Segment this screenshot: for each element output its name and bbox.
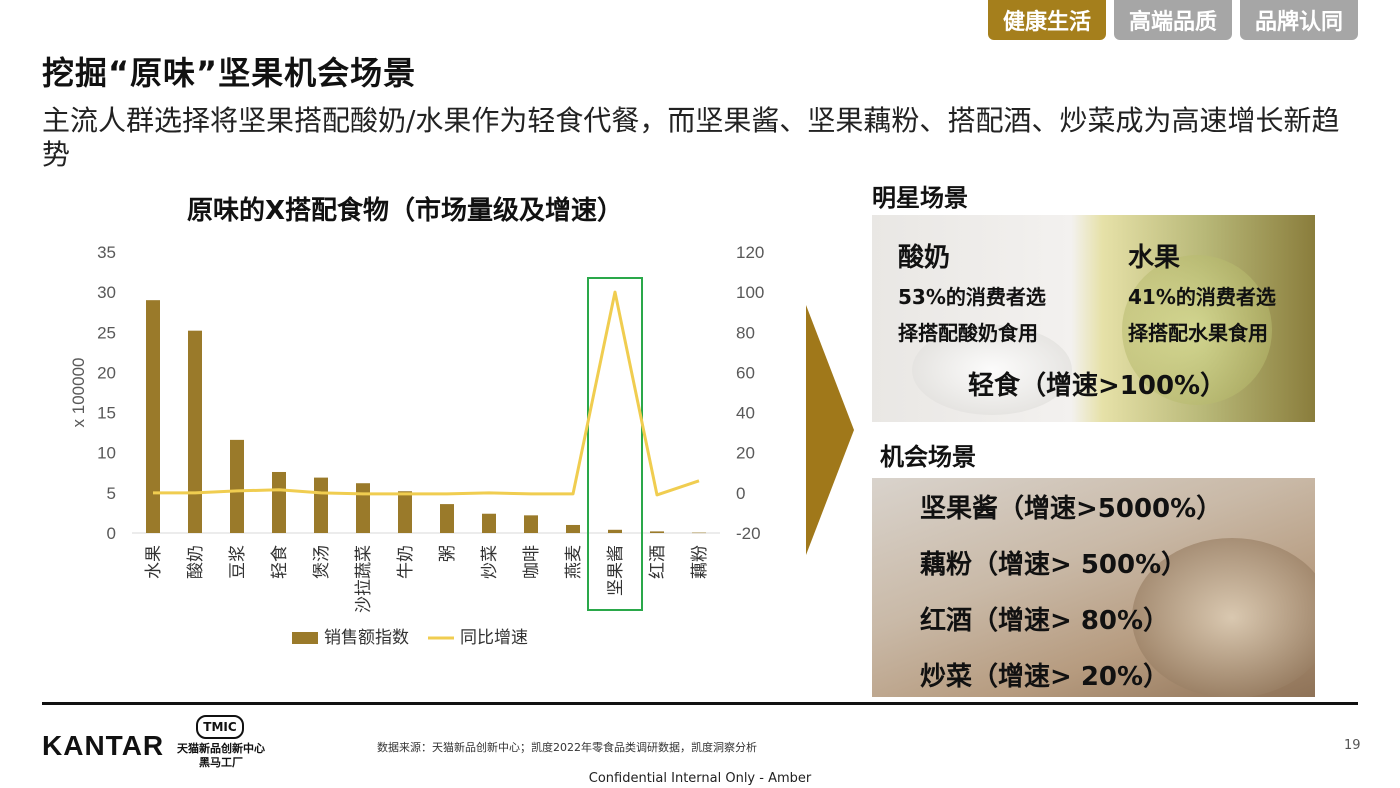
x-tick-label: 水果 bbox=[144, 545, 164, 579]
page-subtitle: 主流人群选择将坚果搭配酸奶/水果作为轻食代餐，而坚果酱、坚果藕粉、搭配酒、炒菜成… bbox=[42, 104, 1340, 171]
bar bbox=[524, 515, 538, 533]
kantar-logo: KANTAR bbox=[42, 730, 165, 761]
x-tick-label: 沙拉蔬菜 bbox=[354, 545, 374, 613]
x-tick-label: 红酒 bbox=[648, 545, 668, 579]
y-tick-label: 10 bbox=[97, 444, 116, 463]
tmic-name: 天猫新品创新中心 黑马工厂 bbox=[175, 742, 267, 770]
bar bbox=[440, 504, 454, 533]
bar bbox=[146, 300, 160, 533]
tab-premium-quality[interactable]: 高端品质 bbox=[1114, 0, 1232, 40]
combo-chart: 35 30 25 20 15 10 5 0 120 100 80 60 40 20 0 -20 x 100000… bbox=[69, 243, 764, 648]
opportunity-scene-panel: 坚果酱（增速>5000%） 藕粉（增速> 500%） 红酒（增速> 80%） 炒… bbox=[872, 478, 1315, 697]
fruit-label: 水果 bbox=[1128, 243, 1181, 273]
opportunity-item-nut-butter: 坚果酱（增速>5000%） bbox=[920, 494, 1223, 524]
bar bbox=[188, 330, 202, 533]
y2-tick-label: -20 bbox=[736, 524, 761, 543]
y-axis-label: x 100000 bbox=[69, 358, 88, 428]
y2-tick-label: 40 bbox=[736, 404, 755, 423]
x-tick-label: 坚果酱 bbox=[606, 545, 626, 596]
yogurt-stat-line2: 择搭配酸奶食用 bbox=[898, 321, 1038, 345]
fruit-image bbox=[1122, 255, 1272, 405]
tmic-name-line2: 黑马工厂 bbox=[199, 756, 243, 769]
yogurt-bowl-image bbox=[912, 325, 1072, 415]
bar bbox=[692, 532, 706, 534]
x-tick-label: 燕麦 bbox=[564, 545, 584, 579]
bar bbox=[650, 531, 664, 533]
confidential-note: Confidential Internal Only - Amber bbox=[588, 771, 812, 786]
x-tick-label: 豆浆 bbox=[228, 545, 248, 579]
bar bbox=[356, 483, 370, 533]
opportunity-item-lotus-root-powder: 藕粉（增速> 500%） bbox=[920, 550, 1188, 580]
opportunity-item-stir-fry: 炒菜（增速> 20%） bbox=[920, 662, 1170, 692]
y-tick-label: 30 bbox=[97, 283, 116, 302]
tmic-logo: TMIC bbox=[196, 715, 244, 739]
fruit-stat-line2: 择搭配水果食用 bbox=[1128, 321, 1268, 345]
fruit-stat: 41%的消费者选 择搭配水果食用 bbox=[1128, 279, 1276, 351]
bar bbox=[398, 491, 412, 533]
y2-tick-label: 0 bbox=[736, 484, 745, 503]
opportunity-item-red-wine: 红酒（增速> 80%） bbox=[920, 606, 1170, 636]
x-tick-label: 炒菜 bbox=[480, 545, 500, 579]
yogurt-stat: 53%的消费者选 择搭配酸奶食用 bbox=[898, 279, 1046, 351]
y-tick-label: 35 bbox=[97, 243, 116, 262]
fruit-stat-line1: 41%的消费者选 bbox=[1128, 285, 1276, 309]
page-number: 19 bbox=[1344, 738, 1361, 753]
y-tick-label: 25 bbox=[97, 323, 116, 342]
y2-tick-label: 120 bbox=[736, 243, 764, 262]
x-tick-label: 藕粉 bbox=[690, 545, 710, 579]
bar bbox=[608, 529, 622, 533]
bar bbox=[566, 524, 580, 533]
y-tick-label: 5 bbox=[107, 484, 116, 503]
nuts-image bbox=[1132, 538, 1315, 697]
star-scene-panel: 酸奶 53%的消费者选 择搭配酸奶食用 水果 41%的消费者选 择搭配水果食用 … bbox=[872, 215, 1315, 422]
y2-tick-label: 20 bbox=[736, 444, 755, 463]
y-tick-label: 0 bbox=[107, 524, 116, 543]
top-tabs: 健康生活 高端品质 品牌认同 bbox=[988, 0, 1358, 40]
data-source: 数据来源：天猫新品创新中心；凯度2022年零食品类调研数据，凯度洞察分析 bbox=[377, 741, 757, 754]
y2-tick-label: 100 bbox=[736, 283, 764, 302]
bar bbox=[314, 477, 328, 533]
page-title: 挖掘“原味”坚果机会场景 bbox=[42, 54, 417, 92]
x-tick-label: 酸奶 bbox=[186, 545, 206, 579]
legend-label-sales: 销售额指数 bbox=[324, 628, 409, 648]
tmic-name-line1: 天猫新品创新中心 bbox=[177, 742, 265, 755]
legend-swatch-sales bbox=[292, 632, 318, 644]
x-tick-label: 粥 bbox=[438, 545, 458, 562]
tab-brand-recognition[interactable]: 品牌认同 bbox=[1240, 0, 1358, 40]
legend-label-growth: 同比增速 bbox=[460, 628, 528, 648]
x-tick-label: 煲汤 bbox=[312, 545, 332, 579]
x-tick-label: 轻食 bbox=[270, 545, 290, 579]
y2-tick-label: 80 bbox=[736, 323, 755, 342]
star-scene-heading: 明星场景 bbox=[872, 184, 968, 212]
x-tick-label: 牛奶 bbox=[396, 545, 416, 579]
y-tick-label: 15 bbox=[97, 404, 116, 423]
bar bbox=[482, 513, 496, 533]
y-tick-label: 20 bbox=[97, 363, 116, 382]
bar bbox=[272, 471, 286, 533]
light-meal-summary: 轻食（增速>100%） bbox=[968, 371, 1227, 401]
opportunity-scene-heading: 机会场景 bbox=[880, 443, 976, 471]
bar bbox=[230, 439, 244, 533]
yogurt-label: 酸奶 bbox=[898, 243, 951, 273]
yogurt-stat-line1: 53%的消费者选 bbox=[898, 285, 1046, 309]
right-arrow-icon bbox=[806, 305, 854, 555]
y2-tick-label: 60 bbox=[736, 363, 755, 382]
footer-divider bbox=[42, 702, 1358, 705]
x-tick-label: 咖啡 bbox=[522, 545, 542, 579]
growth-line bbox=[153, 290, 700, 497]
highlight-box bbox=[587, 277, 643, 611]
tab-healthy-life[interactable]: 健康生活 bbox=[988, 0, 1106, 40]
chart-title: 原味的X搭配食物（市场量级及增速） bbox=[186, 196, 624, 226]
